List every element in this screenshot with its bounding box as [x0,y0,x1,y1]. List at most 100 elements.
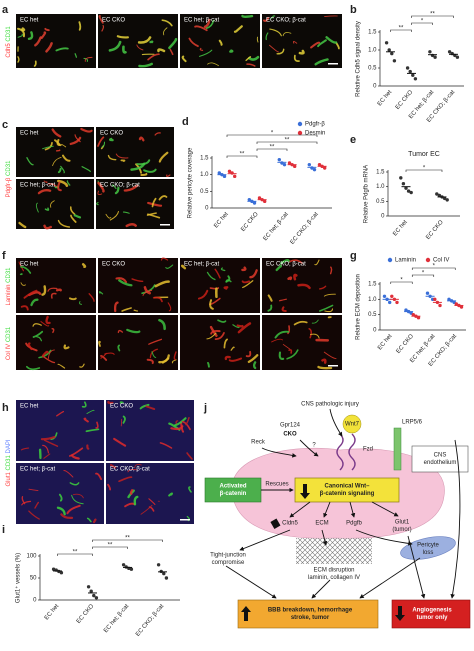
vessel-signal [241,14,254,19]
data-point [404,308,408,312]
image-label: EC het; β-cat [184,18,219,24]
vessel-signal [265,32,269,41]
vessel-signal [143,286,151,295]
vessel-signal [61,144,67,148]
vessel-signal [50,200,55,208]
diagram-arrow [321,529,328,546]
vessel-signal [293,273,298,281]
vessel-signal [275,264,283,272]
significance-bracket [256,141,318,144]
legend-marker [387,257,393,263]
vessel-signal [96,202,99,206]
vessel-signal [136,44,144,51]
x-tick-label: EC CKO [240,211,260,233]
vessel-signal [21,27,26,32]
diagram-arrow [239,529,291,551]
vessel-signal [247,55,260,61]
diagram-arrow [371,501,399,517]
vessel-signal [256,36,259,43]
x-tick-label: EC het; β-cat [263,211,290,242]
vessel-signal [318,304,334,312]
vessel-signal [317,365,333,370]
micrograph [16,463,104,524]
significance-bracket [411,22,433,25]
vessel-signal [18,261,25,272]
vessel-signal [161,19,173,27]
micrograph [106,463,194,524]
vessel-signal [293,54,300,62]
diagram-arrow [349,501,356,518]
vessel-signal [48,183,57,188]
data-point [129,567,134,571]
significance-bracket [226,134,318,137]
data-point [164,576,169,580]
significance-bracket [405,169,443,172]
vessel-signal [310,41,321,49]
image-label: EC CKO; β-cat [110,467,150,473]
vessel-signal [17,27,26,38]
data-point [323,166,327,170]
vessel-signal [80,127,93,133]
vessel-signal [70,214,77,223]
vessel-signal [28,510,40,520]
data-point [442,196,447,201]
vessel-signal [33,60,37,67]
vessel-signal [119,401,124,404]
vessel-signal [19,273,23,276]
y-tick-label: 0 [205,206,209,212]
panel-letter: c [2,119,8,131]
image-label: EC CKO [102,262,125,268]
vessel-signal [140,172,148,176]
vessel-signal [138,136,145,142]
vessel-signal [63,469,74,478]
diagram-shape [300,484,310,499]
vessel-signal [34,501,40,509]
legend-label: Pdgfr-β [305,122,325,128]
diagram-label: ECM disruption [313,568,354,574]
vessel-signal [209,325,218,337]
vessel-signal [83,417,89,423]
chart-title: Tumor EC [408,151,440,158]
micrograph [16,315,96,370]
legend-marker [297,130,303,136]
vessel-signal [56,138,61,146]
vessel-signal [199,47,204,51]
vessel-signal [95,472,103,481]
vessel-signal [43,180,48,184]
data-point [408,69,412,74]
significance-label: ** [125,536,130,542]
vessel-signal [188,37,199,48]
data-point [293,164,297,169]
vessel-signal [125,223,137,228]
vessel-signal [109,211,120,221]
image-label: EC het; β-cat [20,183,55,189]
significance-bracket [92,539,163,542]
vessel-signal [122,45,127,54]
vessel-signal [145,405,156,410]
stain-name: Cdh5 [6,43,12,58]
significance-bracket [411,15,454,18]
panel-letter: b [350,4,357,16]
x-tick-label: EC CKO [395,89,415,111]
vessel-signal [166,174,171,178]
vessel-signal [230,346,235,351]
vessel-signal [86,409,95,415]
vessel-signal [44,207,50,211]
vessel-signal [113,437,127,447]
data-point [437,193,442,198]
vessel-signal [114,186,120,195]
diagram-shape [411,445,469,473]
vessel-signal [26,157,34,166]
vessel-signal [323,351,337,360]
significance-label: ** [399,26,404,32]
scale-bar [328,63,338,65]
data-point [416,316,421,320]
vessel-signal [42,444,50,454]
diagram-shape [342,414,362,434]
diagram-label: endothelium [424,460,457,466]
micrograph [262,315,342,370]
vessel-signal [324,15,338,18]
y-tick-label: 1.5 [368,30,377,36]
vessel-signal [286,349,299,360]
y-axis-label: Relative pericyte coverage [188,147,194,218]
